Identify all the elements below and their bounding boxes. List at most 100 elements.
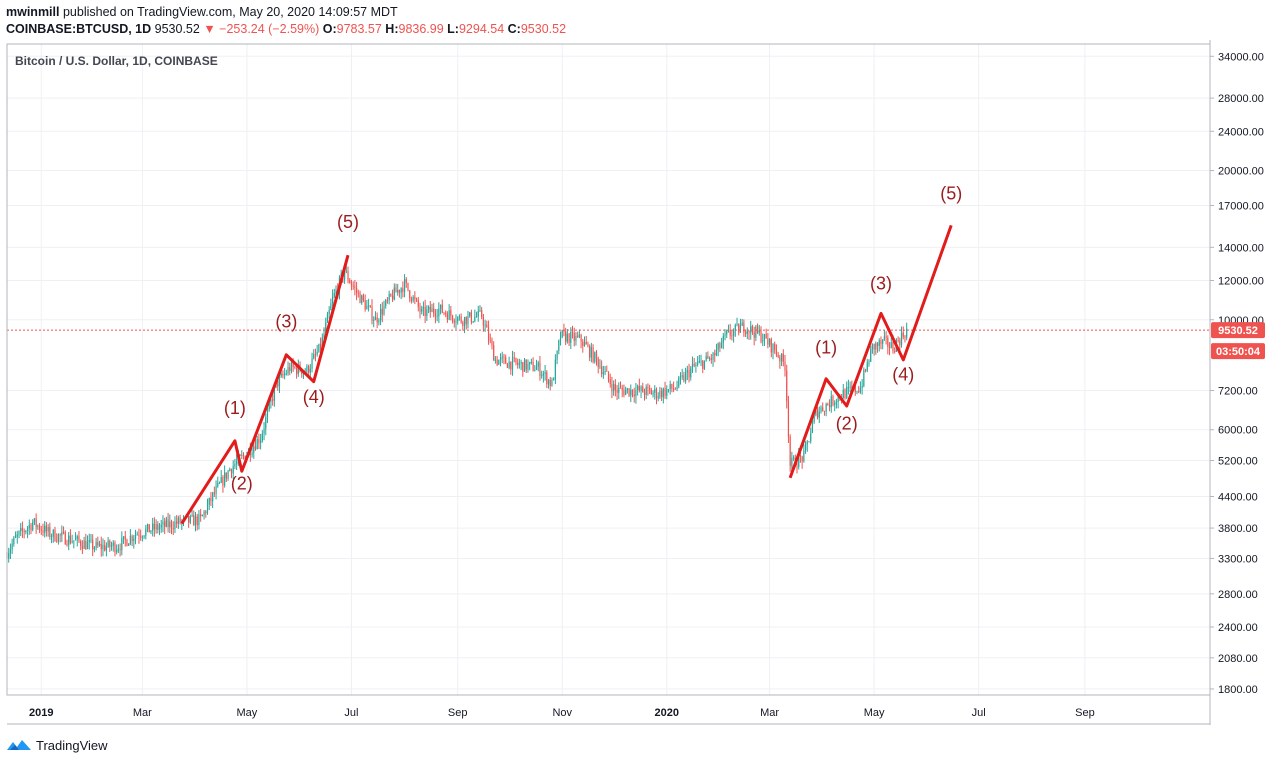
candle-body [150,530,152,533]
candle-body [393,287,395,300]
candle-body [333,293,335,297]
candle-body [97,542,99,546]
candle-body [373,320,375,321]
candle-body [395,287,397,293]
candle-body [578,334,580,337]
candle-body [681,375,683,377]
candle-body [263,428,265,434]
candle-body [864,369,867,371]
candle-body [162,521,164,525]
candle-body [8,553,10,559]
candle-body [774,343,776,351]
candle-body [894,350,896,352]
candle-body [385,300,387,307]
candle-body [44,525,46,533]
symbol[interactable]: COINBASE:BTCUSD, 1D [6,22,152,36]
candle-body [683,375,685,381]
candle-body [412,296,414,301]
candle-body [563,330,565,332]
candle-body [631,389,634,395]
candle-body [613,384,615,392]
candle-body [357,292,359,294]
candle-body [674,388,676,390]
candle-body [441,304,443,313]
candle-body [165,519,167,527]
candle-body [141,536,143,538]
candle-body [662,388,664,398]
candle-body [606,370,608,372]
tradingview-logo-icon[interactable] [6,737,32,753]
candle-body [710,358,712,360]
candle-body [474,316,476,322]
candle-body [854,385,856,392]
candle-body [592,347,594,362]
candle-body [768,339,771,345]
candle-body [309,368,311,373]
wave-2: (1) (2) (3) (4) (5) [788,183,962,479]
candle-body [614,384,616,391]
candle-body [177,517,179,524]
candle-body [803,450,805,462]
candle-body [296,367,298,374]
candle-body [109,540,111,547]
candle-body [88,540,90,542]
wave-label: (5) [337,212,359,232]
candle-body [489,339,491,341]
candle-body [301,371,303,375]
candle-body [698,361,700,363]
y-tick-label: 4400.00 [1218,492,1258,504]
candle-body [66,544,68,546]
candle-body [268,401,270,410]
candle-body [443,312,445,314]
candle-body [715,350,718,356]
candle-body [652,392,654,395]
candle-body [92,539,94,550]
author[interactable]: mwinmill [6,5,60,19]
candle-body [145,529,147,536]
candle-body [539,362,541,377]
high-value: 9836.99 [398,22,444,36]
candle-body [9,549,12,554]
candle-body [33,518,36,523]
candle-body [518,363,520,365]
last-price-tag: 9530.52 03:50:04 [1211,322,1265,360]
candle-body [655,389,658,399]
candle-body [146,524,149,530]
candle-body [906,328,908,338]
candle-body [83,540,85,549]
candle-body [484,324,486,326]
candle-body [313,354,315,359]
candle-body [424,306,426,316]
y-tick-label: 6000.00 [1218,425,1258,437]
candle-body [400,288,402,293]
x-tick-label: Mar [760,707,779,719]
time-axis: 2019 Mar May Jul Sep Nov 2020 Mar May Jul Sep [29,707,1095,719]
tradingview-brand[interactable]: TradingView [36,737,108,753]
candle-body [825,404,827,412]
candle-body [479,310,481,312]
candle-body [220,477,222,483]
candle-body [232,466,234,474]
candle-body [859,387,862,393]
candle-body [138,534,140,537]
candle-body [104,544,106,551]
candle-body [678,377,680,387]
candle-body [278,376,281,387]
last-price-label: 9530.52 [1218,325,1258,337]
candle-body [112,542,114,546]
candle-body [890,342,892,348]
candle-body [756,326,759,333]
candles [6,264,908,563]
candle-body [189,515,191,523]
candle-body [14,536,17,538]
x-tick-label: 2019 [29,707,53,719]
candle-body [349,280,351,284]
candle-body [561,330,563,338]
candle-body [188,516,190,523]
candle-body [217,483,219,487]
candle-body [707,356,709,359]
candle-body [433,308,435,314]
candle-body [546,372,548,385]
candle-body [751,326,754,333]
